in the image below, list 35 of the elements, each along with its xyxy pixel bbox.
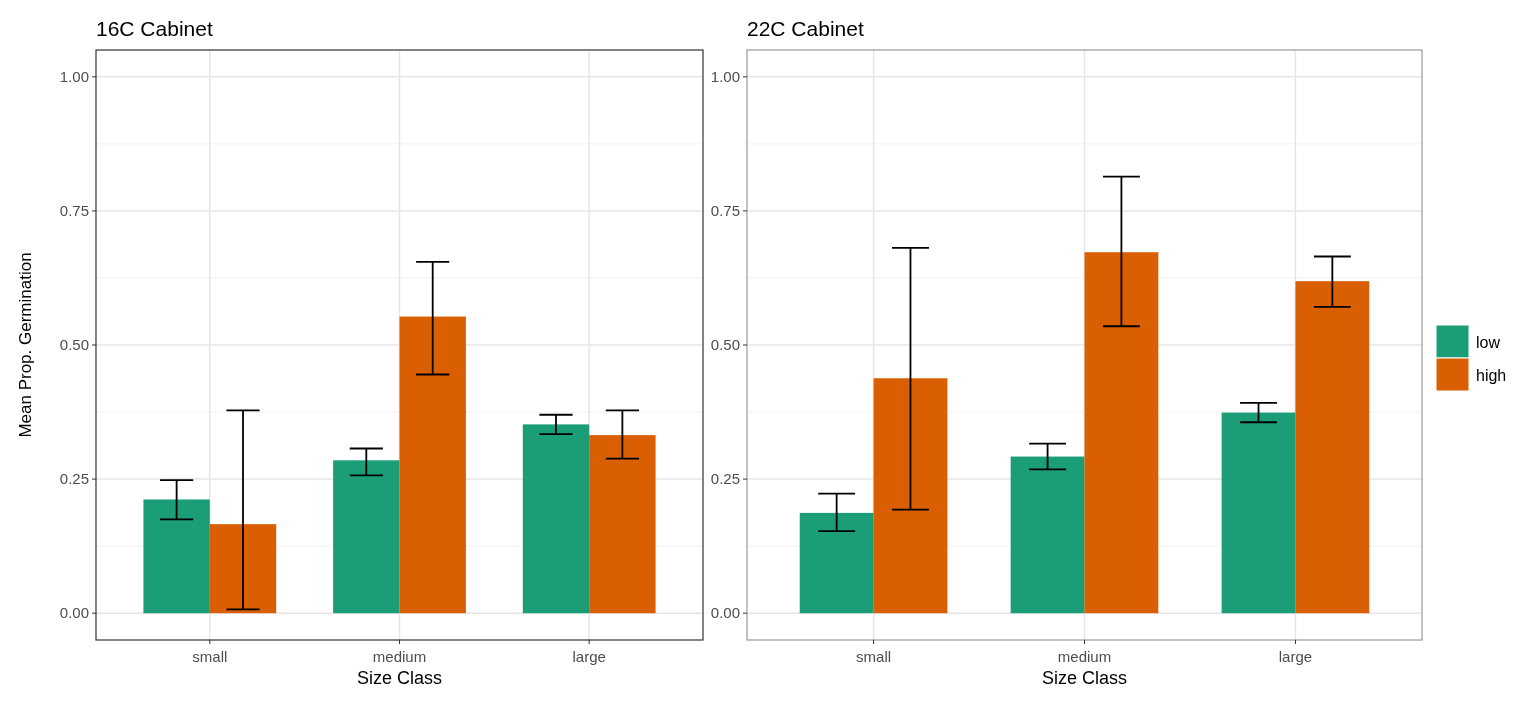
bar — [1295, 281, 1370, 614]
x-tick-label: medium — [372, 648, 427, 665]
x-tick-label: large — [572, 648, 606, 665]
bar — [333, 460, 400, 614]
y-tick-label: 0.25 — [59, 470, 89, 488]
bar — [589, 435, 656, 614]
y-tick-label: 1.00 — [710, 68, 740, 86]
bar — [143, 499, 210, 614]
bar — [1010, 456, 1085, 614]
y-axis-title: Mean Prop. Germination — [16, 252, 35, 438]
bar — [1084, 252, 1159, 614]
x-tick-label: small — [192, 648, 228, 665]
y-tick-label: 0.00 — [710, 604, 740, 622]
bar — [1221, 412, 1296, 614]
bar — [399, 316, 466, 614]
bar — [522, 424, 590, 614]
y-tick-label: 0.50 — [59, 336, 89, 354]
y-tick-label: 0.00 — [59, 604, 89, 622]
chart-title: 16C Cabinet — [96, 17, 213, 40]
x-tick-label: small — [856, 648, 892, 665]
bar — [873, 378, 948, 614]
y-tick-label: 0.75 — [710, 202, 740, 220]
x-tick-label: large — [1278, 648, 1313, 665]
y-tick-label: 1.00 — [59, 68, 89, 86]
y-tick-label: 0.50 — [710, 336, 740, 354]
x-axis-title: Size Class — [356, 668, 443, 688]
chart-title: 22C Cabinet — [747, 17, 864, 40]
bar — [209, 524, 277, 614]
y-tick-label: 0.75 — [59, 202, 89, 220]
legend-label: low — [1476, 333, 1501, 351]
x-axis-title: Size Class — [1041, 668, 1128, 688]
legend-label: high — [1476, 366, 1507, 384]
x-tick-label: medium — [1057, 648, 1112, 665]
bar — [799, 512, 874, 614]
y-tick-label: 0.25 — [710, 470, 740, 488]
